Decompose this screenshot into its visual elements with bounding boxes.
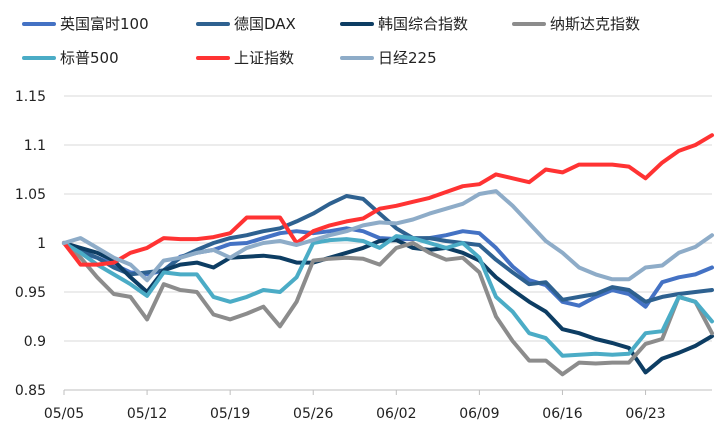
legend-label: 日经225 — [378, 49, 437, 67]
x-tick-label: 06/09 — [459, 406, 499, 422]
series-line-5 — [62, 133, 714, 267]
legend-label: 纳斯达克指数 — [550, 15, 640, 33]
x-tick-label: 05/05 — [44, 406, 84, 422]
x-tick-label: 05/26 — [293, 406, 333, 422]
x-tick-label: 06/02 — [376, 406, 416, 422]
legend-label: 德国DAX — [234, 15, 296, 33]
y-axis: 0.85 0.9 0.95 1 1.05 1.1 1.15 — [15, 89, 46, 399]
series-line-6 — [62, 189, 714, 283]
series-line-3 — [62, 241, 714, 377]
y-tick-label: 1.05 — [15, 187, 46, 203]
legend-label: 韩国综合指数 — [378, 15, 468, 33]
x-tick-label: 05/19 — [210, 406, 250, 422]
legend-label: 上证指数 — [234, 49, 294, 67]
series-lines — [62, 133, 714, 377]
y-tick-label: 1.1 — [24, 138, 46, 154]
x-axis: 05/05 05/12 05/19 05/26 06/02 06/09 06/16 06/23 — [44, 389, 712, 422]
x-tick-label: 05/12 — [127, 406, 167, 422]
y-tick-label: 0.85 — [15, 383, 46, 399]
x-tick-label: 06/16 — [542, 406, 582, 422]
legend-label: 英国富时100 — [60, 15, 149, 33]
y-tick-label: 1.15 — [15, 89, 46, 105]
legend-label: 标普500 — [60, 49, 119, 67]
y-tick-label: 1 — [37, 236, 46, 252]
y-tick-label: 0.9 — [24, 334, 46, 350]
y-tick-label: 0.95 — [15, 285, 46, 301]
series-line-4 — [62, 234, 714, 358]
x-tick-label: 06/23 — [625, 406, 665, 422]
